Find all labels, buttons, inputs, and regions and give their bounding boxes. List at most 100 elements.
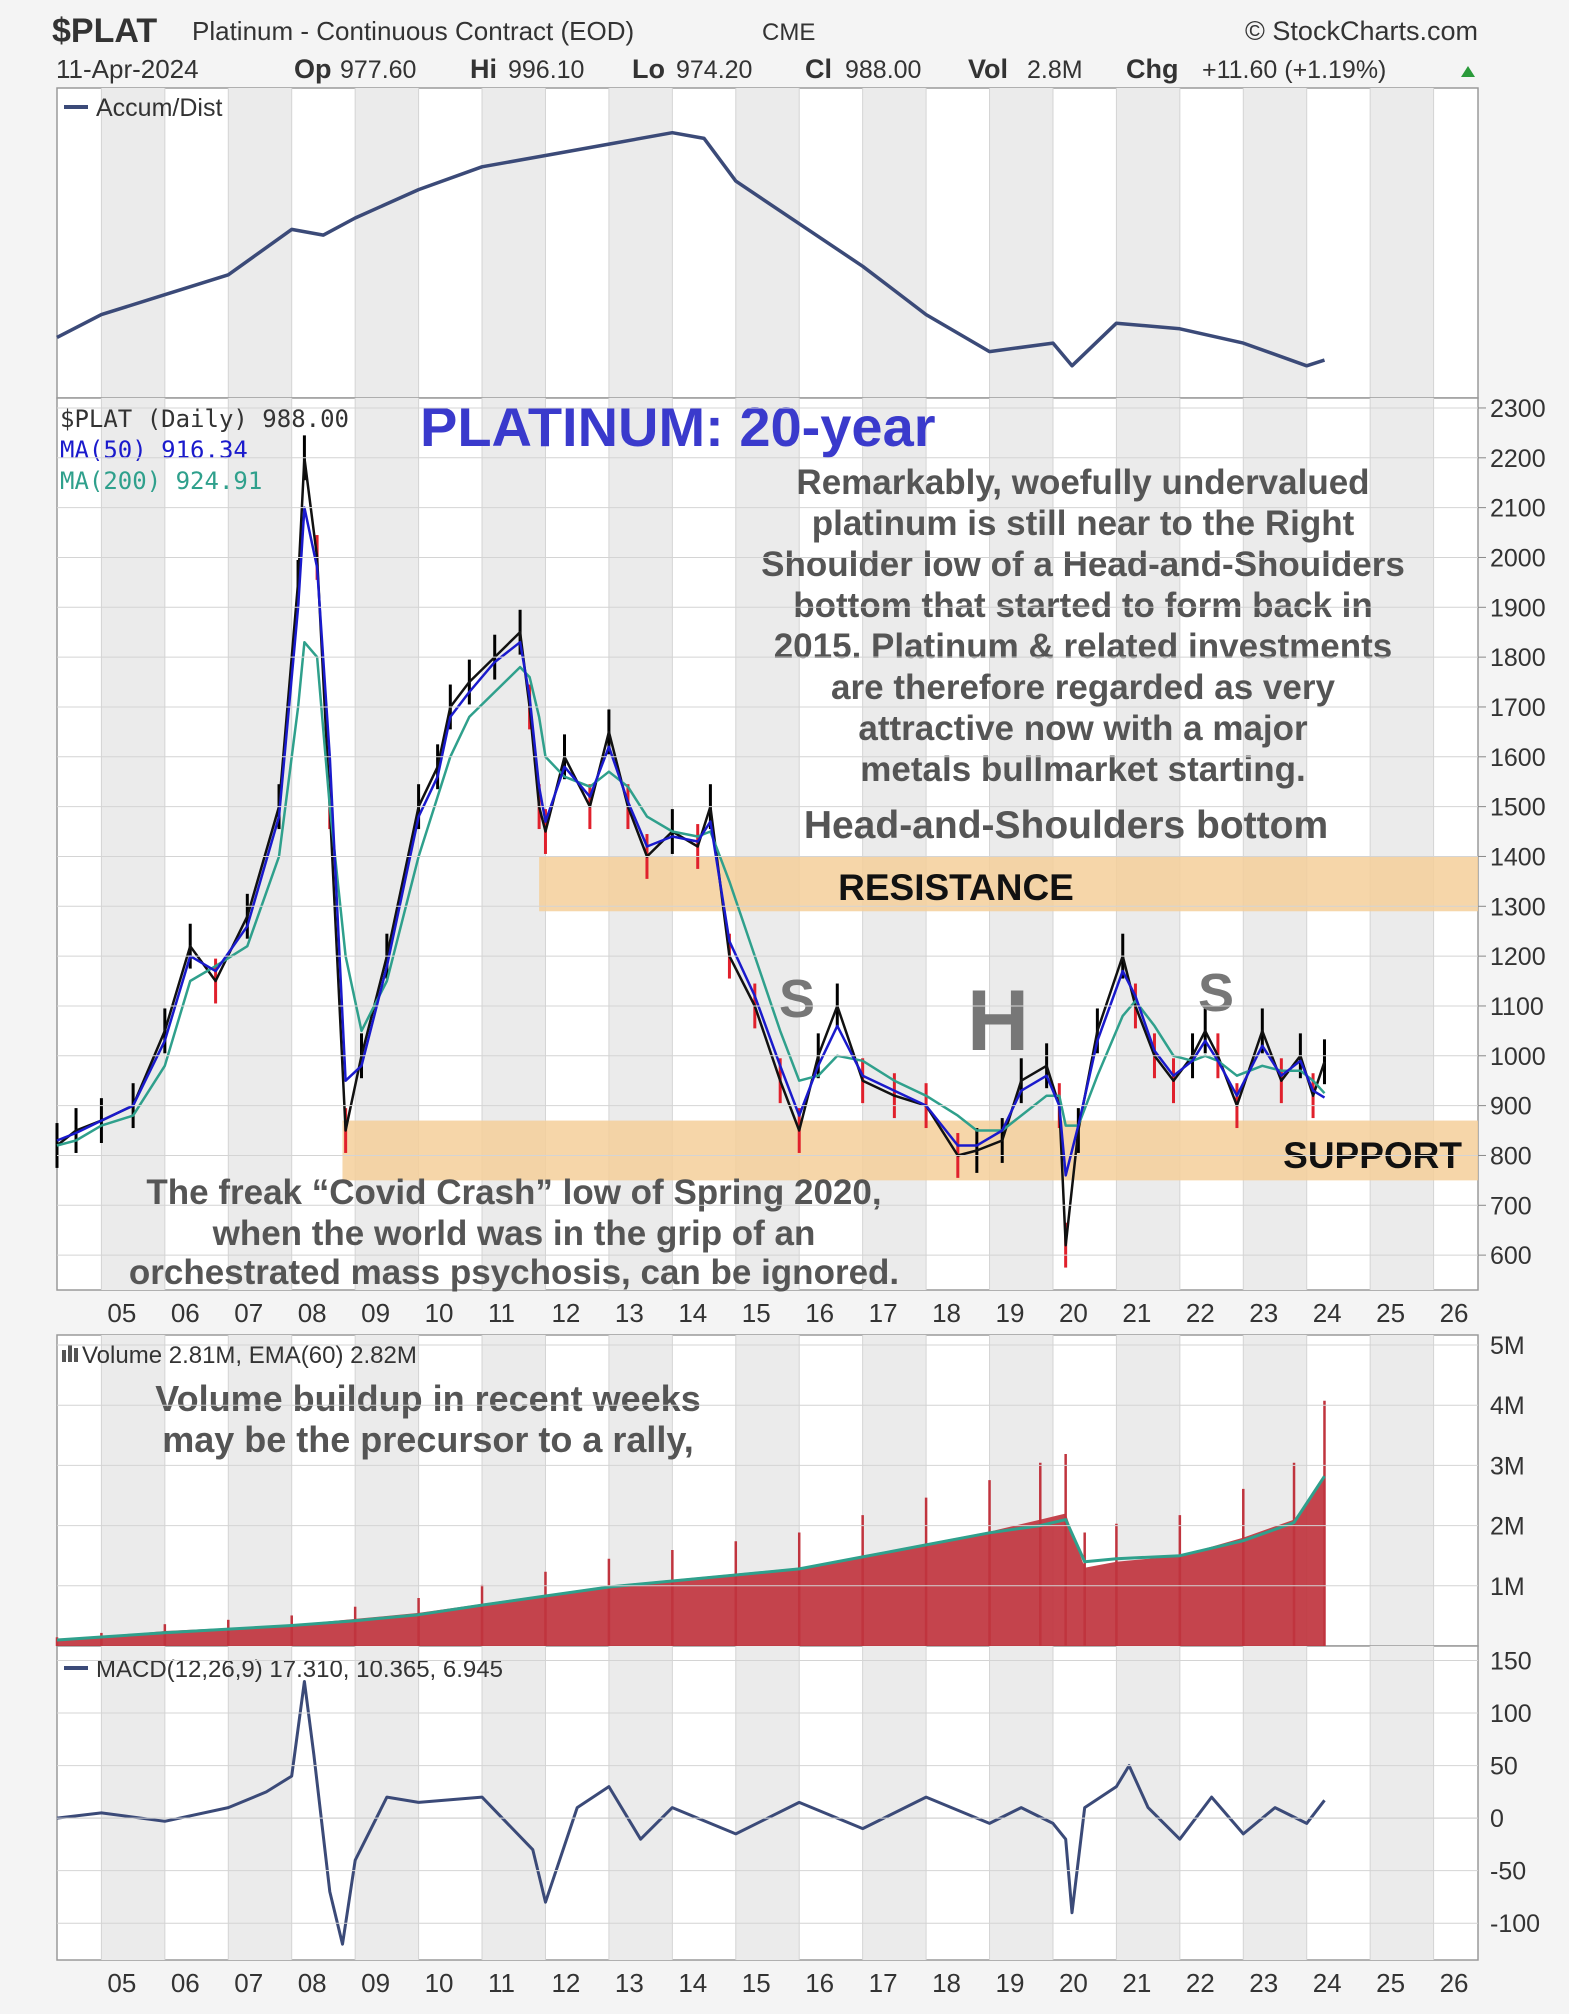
price-tick-label: 1600 <box>1490 744 1546 772</box>
date-label: 11-Apr-2024 <box>56 54 199 84</box>
high-value: 996.10 <box>508 56 584 84</box>
year-shade <box>355 1646 419 1960</box>
year-shade <box>101 1646 165 1960</box>
change-value: +11.60 (+1.19%) <box>1202 56 1386 84</box>
year-shade <box>355 88 419 398</box>
covid-annotation-line: The freak “Covid Crash” low of Spring 20… <box>146 1173 881 1212</box>
year-shade <box>1116 88 1180 398</box>
year-tick-label: 08 <box>298 1968 327 1998</box>
macd-tick-label: 100 <box>1490 1700 1532 1728</box>
volume-note-line: may be the precursor to a rally, <box>162 1419 694 1460</box>
year-shade <box>989 1646 1053 1960</box>
price-tick-label: 900 <box>1490 1093 1532 1121</box>
year-tick-label: 13 <box>615 1298 644 1328</box>
macd-tick-label: -50 <box>1490 1858 1526 1886</box>
price-tick-label: 1700 <box>1490 694 1546 722</box>
year-tick-label: 11 <box>488 1298 515 1328</box>
volume-area <box>57 1476 1325 1646</box>
year-tick-label: 11 <box>488 1968 515 1998</box>
year-tick-label: 05 <box>107 1298 136 1328</box>
year-tick-label: 10 <box>425 1298 454 1328</box>
year-tick-label: 16 <box>805 1298 834 1328</box>
year-tick-label: 24 <box>1313 1298 1342 1328</box>
price-tick-label: 1300 <box>1490 893 1546 921</box>
year-shade <box>101 1335 165 1646</box>
open-value: 977.60 <box>340 56 416 84</box>
year-tick-label: 25 <box>1376 1298 1405 1328</box>
copyright-label: © StockCharts.com <box>1245 16 1478 46</box>
year-tick-label: 26 <box>1440 1968 1469 1998</box>
ma200-legend: MA(200) 924.91 <box>60 467 262 495</box>
price-legend: $PLAT (Daily) 988.00 <box>60 405 349 433</box>
chart-title: PLATINUM: 20-year <box>420 395 936 458</box>
price-tick-label: 2300 <box>1490 395 1546 423</box>
price-tick-label: 1800 <box>1490 644 1546 672</box>
main-annotation-line: Shoulder low of a Head-and-Shoulders <box>761 545 1405 584</box>
low-value: 974.20 <box>676 56 752 84</box>
right-shoulder-label: S <box>1198 963 1234 1023</box>
year-tick-label: 12 <box>551 1298 580 1328</box>
year-tick-label: 17 <box>869 1968 898 1998</box>
year-shade <box>1116 1646 1180 1960</box>
year-tick-label: 10 <box>425 1968 454 1998</box>
year-tick-label: 20 <box>1059 1298 1088 1328</box>
price-tick-label: 800 <box>1490 1142 1532 1170</box>
price-tick-label: 600 <box>1490 1242 1532 1270</box>
covid-annotation: The freak “Covid Crash” low of Spring 20… <box>129 1173 899 1292</box>
year-tick-label: 19 <box>996 1298 1025 1328</box>
volume-value: 2.8M <box>1027 56 1083 84</box>
volume-tick-label: 5M <box>1490 1332 1525 1360</box>
axes-group: 6007008009001000110012001300140015001600… <box>57 395 1546 1998</box>
resistance-band <box>539 856 1478 912</box>
year-tick-label: 21 <box>1122 1968 1151 1998</box>
price-tick-label: 1500 <box>1490 794 1546 822</box>
main-annotation-line: platinum is still near to the Right <box>812 504 1355 543</box>
change-label: Chg <box>1126 54 1178 84</box>
year-tick-label: 26 <box>1440 1298 1469 1328</box>
accum-dist-line <box>56 130 1326 368</box>
head-label: H <box>967 973 1029 1069</box>
year-tick-label: 24 <box>1313 1968 1342 1998</box>
year-tick-label: 23 <box>1249 1298 1278 1328</box>
macd-tick-label: 50 <box>1490 1753 1518 1781</box>
accum-dist-panel: Accum/Dist <box>56 94 1326 368</box>
year-tick-label: 18 <box>932 1968 961 1998</box>
year-tick-label: 18 <box>932 1298 961 1328</box>
year-tick-label: 23 <box>1249 1968 1278 1998</box>
year-shade <box>228 88 292 398</box>
year-tick-label: 22 <box>1186 1968 1215 1998</box>
accum-dist-series <box>56 130 1326 368</box>
year-shade <box>482 88 546 398</box>
main-annotation-line: bottom that started to form back in <box>793 586 1372 625</box>
close-value: 988.00 <box>845 56 921 84</box>
year-shade <box>1243 1646 1307 1960</box>
year-shade <box>228 398 292 1290</box>
price-tick-label: 1900 <box>1490 594 1546 622</box>
year-shade <box>735 1646 800 1960</box>
pattern-label: Head-and-Shoulders bottom <box>804 804 1328 847</box>
price-tick-label: 1000 <box>1490 1043 1546 1071</box>
year-shade <box>101 398 165 1290</box>
year-tick-label: 14 <box>678 1298 707 1328</box>
year-shade <box>228 1335 292 1646</box>
up-triangle-icon <box>1461 66 1475 77</box>
price-tick-label: 1200 <box>1490 943 1546 971</box>
year-tick-label: 06 <box>171 1298 200 1328</box>
macd-tick-label: -100 <box>1490 1910 1540 1938</box>
year-shade <box>1370 88 1434 398</box>
macd-tick-label: 150 <box>1490 1648 1532 1676</box>
year-shade <box>1370 1646 1434 1960</box>
main-annotation-line: are therefore regarded as very <box>831 668 1335 707</box>
year-tick-label: 17 <box>869 1298 898 1328</box>
year-tick-label: 20 <box>1059 1968 1088 1998</box>
price-tick-label: 2000 <box>1490 544 1546 572</box>
year-tick-label: 09 <box>361 1298 390 1328</box>
main-annotation-line: 2015. Platinum & related investments <box>774 627 1393 666</box>
year-tick-label: 13 <box>615 1968 644 1998</box>
volume-ema-line <box>56 1475 1326 1642</box>
contract-name: Platinum - Continuous Contract (EOD) <box>192 16 634 46</box>
volume-legend: Volume 2.81M, EMA(60) 2.82M <box>82 1342 417 1369</box>
volume-series <box>55 1400 1326 1646</box>
accum-dist-legend: Accum/Dist <box>96 94 222 122</box>
year-shade <box>482 1646 546 1960</box>
